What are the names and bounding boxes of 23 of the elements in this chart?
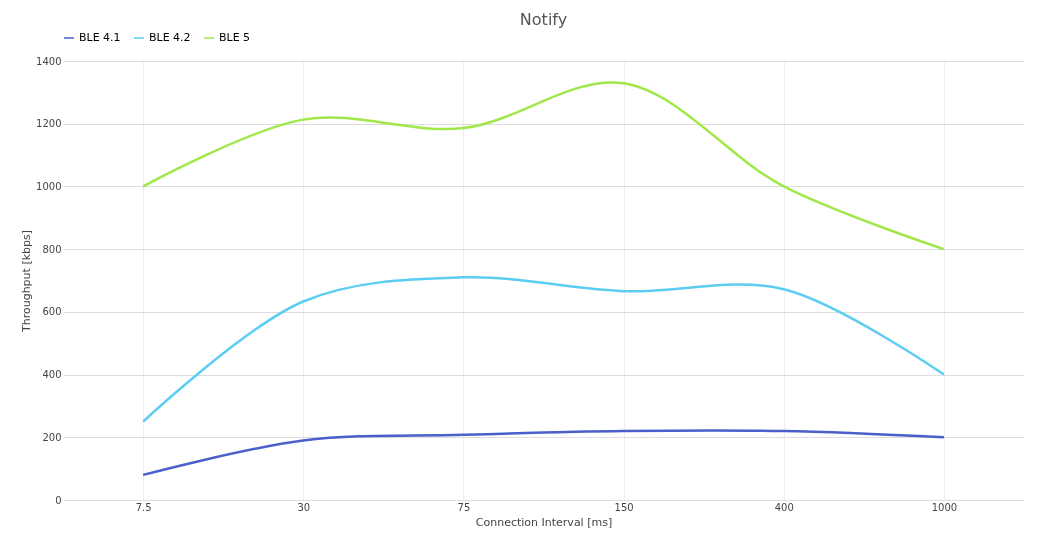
- y-tick-label: 400: [42, 369, 62, 381]
- x-axis-title: Connection Interval [ms]: [475, 515, 613, 529]
- x-tick-label: 7.5: [135, 501, 152, 513]
- y-tick-label: 1000: [36, 180, 62, 192]
- line-series: [141, 429, 946, 477]
- y-tick-label: 1400: [36, 55, 62, 67]
- legend-label: BLE 4.2: [149, 31, 191, 44]
- y-tick-label: 1200: [36, 118, 62, 130]
- x-tick-label: 1000: [931, 501, 958, 513]
- chart-title: Notify: [519, 10, 568, 29]
- line-series: [141, 81, 946, 251]
- y-tick-label: 200: [42, 431, 62, 443]
- x-tick-label: 30: [297, 501, 311, 513]
- legend-label: BLE 5: [219, 31, 251, 44]
- x-tick-label: 75: [457, 501, 471, 513]
- x-tick-label: 150: [614, 501, 634, 513]
- legend-label: BLE 4.1: [79, 31, 121, 44]
- y-tick-label: 600: [42, 306, 62, 318]
- y-axis-title: Throughput [kbps]: [20, 229, 34, 334]
- x-tick-label: 400: [774, 501, 794, 513]
- y-tick-label: 0: [55, 494, 62, 506]
- y-tick-label: 800: [42, 243, 62, 255]
- line-series: [141, 276, 946, 423]
